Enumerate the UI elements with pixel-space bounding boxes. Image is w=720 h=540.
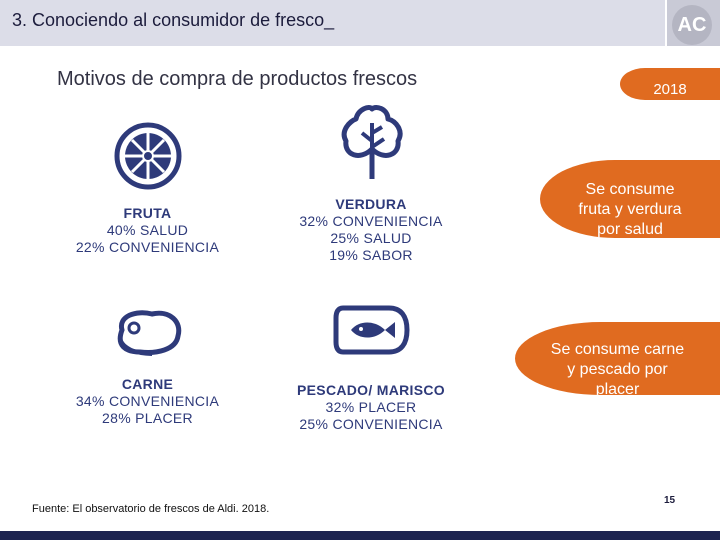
category-pescado: PESCADO/ MARISCO 32% PLACER 25% CONVENIE… [290,382,452,433]
page-number: 15 [664,495,676,506]
category-stat: 32% CONVENIENCIA [299,213,443,229]
category-name: VERDURA [335,196,407,212]
category-name: FRUTA [123,205,172,221]
logo-mark: AC [672,5,712,45]
callout-fruit-vegetables: Se consume fruta y verdura por salud [540,160,720,238]
category-stat: 25% CONVENIENCIA [299,416,443,432]
callout-line: por salud [597,221,663,238]
page-title: 3. Conociendo al consumidor de fresco_ [12,10,335,30]
category-stat: 28% PLACER [102,410,193,426]
callout-line: placer [595,381,640,395]
category-name: PESCADO/ MARISCO [297,382,445,398]
category-name: CARNE [121,376,174,392]
category-carne: CARNE 34% CONVENIENCIA 28% PLACER [70,376,225,427]
header-bar: 3. Conociendo al consumidor de fresco_ [0,0,665,46]
callout-line: y pescado por [567,361,668,378]
category-stat: 19% SABOR [329,247,413,263]
callout-line: Se consume carne [550,341,685,358]
category-stat: 34% CONVENIENCIA [75,393,220,409]
callout-line: fruta y verdura [578,201,682,218]
bottom-bar [0,531,720,540]
callout-meat-fish: Se consume carne y pescado por placer [515,322,720,395]
fish-icon [333,305,410,355]
category-stat: 25% SALUD [330,230,412,246]
steak-icon [117,310,182,356]
category-stat: 40% SALUD [106,222,189,238]
section-subtitle: Motivos de compra de productos frescos [57,68,418,90]
year-badge: 2018 [620,68,720,100]
logo: AC [667,0,720,46]
category-stat: 32% PLACER [325,399,417,415]
source-note: Fuente: El observatorio de frescos de Al… [32,503,270,515]
leaf-icon [341,104,403,179]
category-verdura: VERDURA 32% CONVENIENCIA 25% SALUD 19% S… [290,196,452,264]
orange-slice-icon [114,122,182,190]
category-stat: 22% CONVENIENCIA [75,239,220,255]
category-fruta: FRUTA 40% SALUD 22% CONVENIENCIA [70,205,225,256]
callout-line: Se consume [585,181,675,198]
